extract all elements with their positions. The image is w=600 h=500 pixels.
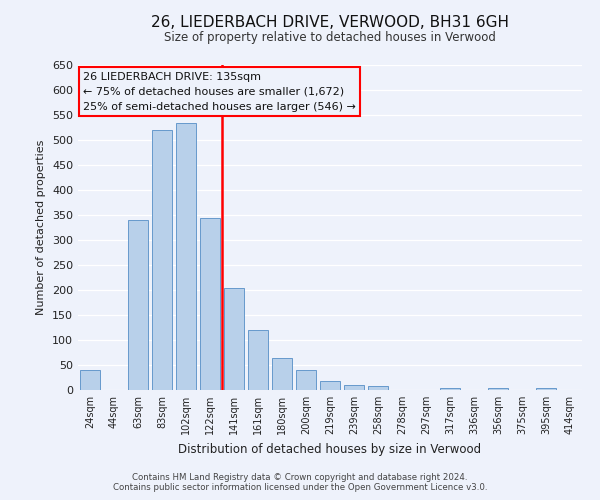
Bar	[176, 122, 196, 390]
Bar	[248, 330, 268, 390]
Bar	[440, 388, 460, 390]
Bar	[272, 358, 292, 390]
Bar	[488, 388, 508, 390]
Bar	[152, 130, 172, 390]
Bar	[80, 370, 100, 390]
Text: 26, LIEDERBACH DRIVE, VERWOOD, BH31 6GH: 26, LIEDERBACH DRIVE, VERWOOD, BH31 6GH	[151, 15, 509, 30]
Bar	[320, 381, 340, 390]
Bar	[368, 386, 388, 390]
Bar	[296, 370, 316, 390]
Bar	[344, 385, 364, 390]
Bar	[536, 388, 556, 390]
Y-axis label: Number of detached properties: Number of detached properties	[37, 140, 46, 315]
Text: Contains public sector information licensed under the Open Government Licence v3: Contains public sector information licen…	[113, 484, 487, 492]
Text: Contains HM Land Registry data © Crown copyright and database right 2024.: Contains HM Land Registry data © Crown c…	[132, 474, 468, 482]
Bar	[200, 218, 220, 390]
Text: 26 LIEDERBACH DRIVE: 135sqm
← 75% of detached houses are smaller (1,672)
25% of : 26 LIEDERBACH DRIVE: 135sqm ← 75% of det…	[83, 72, 356, 112]
Text: Size of property relative to detached houses in Verwood: Size of property relative to detached ho…	[164, 31, 496, 44]
X-axis label: Distribution of detached houses by size in Verwood: Distribution of detached houses by size …	[178, 442, 482, 456]
Bar	[224, 288, 244, 390]
Bar	[128, 220, 148, 390]
